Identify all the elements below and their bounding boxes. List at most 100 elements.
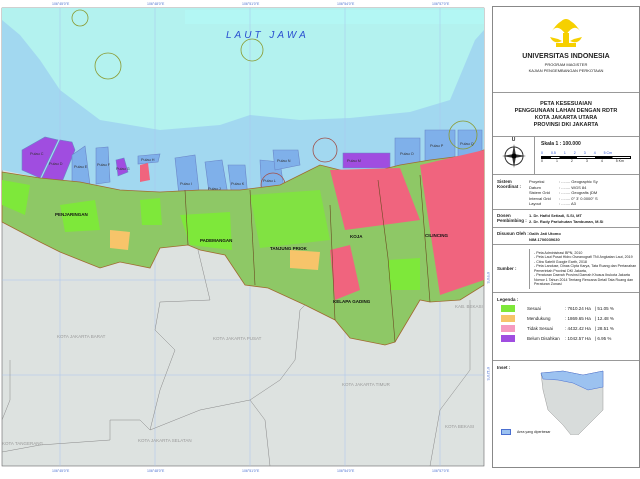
label: - Peraturan Daerah Provinsi Daerah Khusu…: [534, 273, 634, 286]
region-label: KAB. BEKASI: [455, 304, 483, 309]
label: Mendukung: [527, 316, 551, 321]
label: 106°48'0"E: [147, 469, 165, 473]
label: 106°45'0"E: [52, 2, 70, 6]
district-label: CILINCING: [425, 233, 448, 238]
label: Pulau N: [277, 159, 291, 163]
map-canvas: KOTA JAKARTA BARAT KOTA JAKARTA PUSAT KO…: [0, 0, 490, 474]
label: PETA KESESUAIAN: [540, 101, 592, 107]
label: Disusun Oleh :: [497, 231, 529, 236]
label: Pulau H: [141, 158, 155, 162]
label: Galih Jati Utomo: [529, 231, 561, 236]
label: A3: [571, 201, 576, 206]
label: Pulau J: [208, 187, 221, 191]
island-pulau-f: [95, 146, 111, 185]
region-label: KOTA JAKARTA SELATAN: [138, 438, 192, 443]
label: Datum: [529, 184, 541, 190]
label: Pulau I: [180, 182, 192, 186]
label: WGS 84: [571, 184, 587, 190]
anchorage-circles: [71, 9, 478, 198]
label: Dosen Pembimbing :: [497, 213, 527, 223]
label: | 51.05 %: [595, 306, 614, 311]
legend-swatch: [501, 305, 515, 312]
label: - Citra Satelit Google Earth, 2018: [534, 259, 587, 264]
city-boundaries: [1, 249, 471, 467]
legend-item: Sesuai: 7610.24 Ha | 51.05 %: [501, 305, 639, 312]
label: 0° 3' 0.0000" S: [571, 195, 598, 201]
inset-map: Inset : Area yang diperbesar: [493, 361, 639, 441]
label: 3: [583, 151, 586, 155]
sources: Sumber : - Peta Administrasi BPN, 2010- …: [493, 245, 639, 293]
region-label: KOTA JAKARTA TIMUR: [342, 382, 391, 387]
map-view[interactable]: KOTA JAKARTA BARAT KOTA JAKARTA PUSAT KO…: [0, 0, 490, 474]
island-pulau-c: [21, 136, 59, 179]
label: 106°45'0"E: [52, 469, 70, 473]
label: 0: [541, 151, 543, 155]
region-label: KOTA JAKARTA PUSAT: [213, 336, 262, 341]
district-label: KOJA: [350, 234, 363, 239]
coordinate-ticks: 106°45'0"E 106°48'0"E 106°51'0"E 106°54'0"E…: [52, 2, 490, 473]
label: : 1869.65 Ha: [565, 316, 591, 321]
label: 106°51'0"E: [242, 2, 260, 6]
label: Pulau E: [74, 165, 88, 169]
island-labels: Pulau C Pulau D Pulau E Pulau F Pulau G Pul…: [30, 142, 474, 191]
label: Sesuai: [527, 306, 541, 311]
legend-item: Tidak Sesuai: 4432.42 Ha | 28.51 %: [501, 325, 639, 332]
island-pulau-g: [115, 157, 129, 177]
label: - Peta Landuse, Dinas Cipta Karya, Tata …: [534, 264, 637, 273]
label: 2. Dr. Rudy Parluhutan Tambunan, M.Si: [529, 219, 604, 224]
sea-label: LAUT JAWA: [226, 30, 309, 41]
district-label: KELAPA GADING: [333, 299, 371, 304]
label: : 4432.42 Ha: [565, 326, 591, 331]
label: 106°57'0"E: [432, 2, 450, 6]
label: Sistem Grid: [529, 190, 550, 195]
label: | 12.48 %: [595, 316, 614, 321]
label: - Peta Administrasi BPN, 2010: [534, 250, 583, 255]
label: 1: [555, 159, 558, 163]
label: Pulau D: [49, 162, 63, 166]
label: 3: [585, 159, 588, 163]
label: 4: [600, 159, 603, 163]
label: Skala 1 : 100.000: [541, 141, 581, 147]
region-label: KOTA BEKASI: [445, 424, 474, 429]
region-labels: KOTA JAKARTA BARAT KOTA JAKARTA PUSAT KO…: [2, 304, 483, 446]
label: Interval Grid: [529, 195, 551, 201]
district-label: PENJARINGAN: [55, 212, 88, 217]
label: 106°54'0"E: [337, 2, 355, 6]
label: Proyeksi: [529, 179, 545, 184]
label: 106°57'0"E: [432, 469, 450, 473]
label: Layout: [529, 201, 542, 206]
label: 1: [563, 151, 566, 155]
label: - Peta Laut Pusat Hidro Oseanografi TNI …: [534, 255, 633, 259]
island-pulau-h: [137, 153, 161, 165]
label: Pulau F: [97, 163, 111, 167]
district-boundaries: [184, 174, 431, 343]
sea-shallow: [2, 20, 484, 192]
label: U: [511, 137, 516, 143]
legend-item: Mendukung : 1869.65 Ha | 12.48 %: [501, 315, 639, 322]
label: Geographic Sy: [571, 179, 598, 184]
label: 0.5: [550, 151, 556, 155]
label: Geografis (DM: [571, 190, 598, 195]
label: 1. Dr. Hafid Setiadi, S.Si, MT: [529, 213, 582, 218]
label: Pulau M: [347, 159, 361, 163]
label: Pulau P: [430, 144, 444, 148]
inset-jakarta-map: [540, 370, 604, 435]
supervisors: Dosen Pembimbing : 1. Dr. Hafid Setiadi,…: [493, 210, 639, 228]
legend-item: Belum Disahkan: 1042.57 Ha | 6.95 %: [501, 335, 639, 342]
map-title: PETA KESESUAIAN PENGGUNAAN LAHAN DENGAN R…: [493, 93, 639, 137]
map-legend-panel: UNIVERSITAS INDONESIA PROGRAM MAGISTER K…: [492, 6, 640, 468]
label: Belum Disahkan: [527, 336, 560, 341]
region-label: KOTA JAKARTA BARAT: [57, 334, 106, 339]
coordinate-system: Sistem Koordinat : Proyeksi: ........ Ge…: [493, 175, 639, 210]
district-label: PADEMANGAN: [200, 238, 232, 243]
author: Disusun Oleh : Galih Jati Utomo NIM.17060…: [493, 228, 639, 245]
label: Pulau G: [116, 167, 130, 171]
legend: Legenda : Sesuai: 7610.24 Ha | 51.05 % Me…: [493, 293, 639, 361]
label: : 1042.57 Ha: [565, 336, 591, 341]
legend-swatch: [501, 335, 515, 342]
label: 2: [573, 151, 576, 155]
inset-legend-swatch: [501, 429, 511, 435]
university-logo-icon: [550, 19, 582, 47]
